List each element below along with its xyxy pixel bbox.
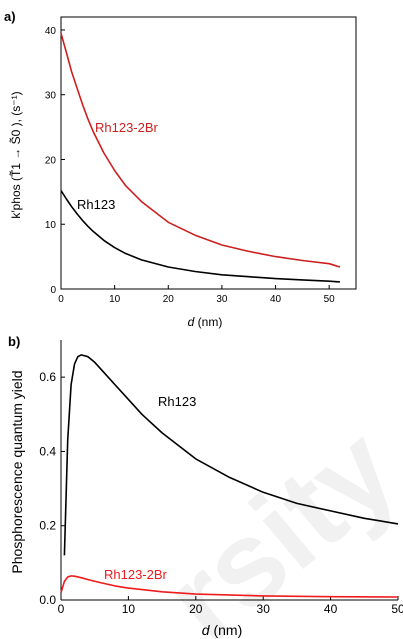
- series-line-rh123-2br: [60, 32, 341, 268]
- x-tick-label: 30: [257, 602, 271, 616]
- series-line-rh123: [60, 190, 340, 283]
- x-tick-label: 20: [189, 602, 203, 616]
- y-tick-label: 40: [45, 26, 57, 37]
- panel-a: a) 0 10 20 30 40 50 0 10 20 30 40 Rh123-2Br Rh123 d…: [4, 9, 357, 329]
- series-line-rh123: [63, 354, 399, 556]
- y-tick-label: 0.6: [39, 370, 56, 384]
- x-tick-label: 10: [122, 602, 136, 616]
- series-label-rh123: Rh123: [77, 197, 115, 212]
- x-tick-label: 40: [270, 294, 282, 305]
- y-tick-label: 0.4: [39, 444, 56, 458]
- series-label-rh123-2br: Rh123-2Br: [104, 567, 168, 582]
- x-tick-label: 50: [324, 294, 336, 305]
- watermark: rsity: [141, 401, 403, 639]
- panel-a-frame: [60, 16, 357, 290]
- panel-a-series: Rh123-2Br Rh123: [60, 32, 341, 283]
- panel-a-xlabel: d (nm): [188, 315, 223, 329]
- y-tick-label: 30: [45, 91, 57, 102]
- panel-b-label: b): [8, 334, 20, 349]
- y-tick-label: 0: [50, 285, 56, 296]
- series-label-rh123-2br: Rh123-2Br: [95, 120, 159, 135]
- x-tick-label: 40: [324, 602, 338, 616]
- panel-b-xlabel: d (nm): [202, 622, 242, 638]
- x-tick-label: 0: [58, 602, 65, 616]
- panel-b-ylabel: Phosphorescence quantum yield: [9, 370, 25, 573]
- series-label-rh123: Rh123: [158, 394, 196, 409]
- series-line-rh123-2br: [60, 575, 399, 598]
- x-tick-label: 10: [109, 294, 121, 305]
- panel-b-series: Rh123 Rh123-2Br: [60, 354, 399, 598]
- x-tick-label: 50: [391, 602, 403, 616]
- y-tick-label: 20: [45, 155, 57, 166]
- y-tick-label: 10: [45, 220, 57, 231]
- x-tick-label: 0: [58, 294, 64, 305]
- panel-b: b) 0 10 20 30 40 50 0.0 0.2 0.4 0.6 Rh123 Rh123-2B…: [8, 334, 403, 638]
- panel-a-ylabel: k′phos (T̃1 → S̃0 ), (s⁻¹): [8, 91, 23, 218]
- x-tick-label: 30: [216, 294, 228, 305]
- panel-a-label: a): [4, 9, 16, 24]
- panel-a-ticks: 0 10 20 30 40 50 0 10 20 30 40: [45, 26, 335, 305]
- y-tick-label: 0.0: [39, 593, 56, 607]
- panel-b-ticks: 0 10 20 30 40 50 0.0 0.2 0.4 0.6: [39, 370, 403, 616]
- y-tick-label: 0.2: [39, 519, 56, 533]
- x-tick-label: 20: [163, 294, 175, 305]
